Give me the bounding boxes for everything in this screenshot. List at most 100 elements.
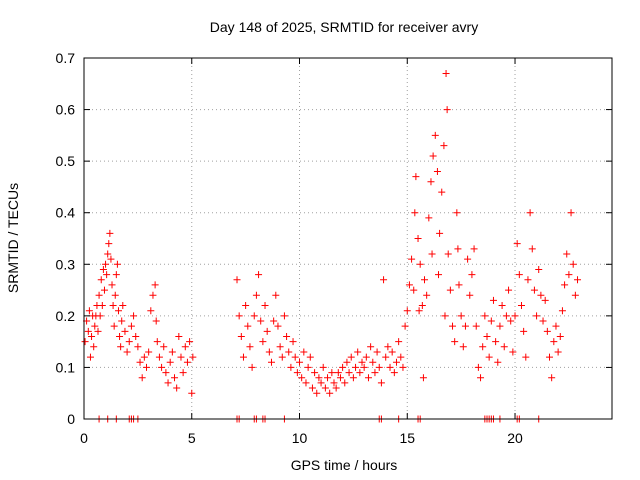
data-point-plus [94,327,102,335]
data-point-plus [151,281,159,289]
data-point-plus [189,353,197,361]
data-point-plus [272,291,280,299]
data-point-plus [155,353,163,361]
data-point-plus [332,384,340,392]
data-point-plus [455,281,463,289]
data-point-plus [444,250,452,258]
y-tick-label: 0.4 [56,205,76,221]
data-point-plus [313,389,321,397]
data-point-plus [339,363,347,371]
data-point-plus [328,369,336,377]
data-point-plus [442,69,450,77]
data-point-plus [500,343,508,351]
data-point-plus [411,209,419,217]
data-point-plus [349,374,357,382]
data-point-plus [567,209,575,217]
data-point-plus [554,348,562,356]
data-point-plus [263,327,271,335]
data-point-plus [345,369,353,377]
data-point-plus [528,245,536,253]
data-point-plus [371,369,379,377]
data-point-plus [289,338,297,346]
data-point-plus [127,322,135,330]
y-tick-label: 0 [67,411,75,427]
data-point-plus [360,363,368,371]
data-point-plus [515,271,523,279]
data-point-plus [306,353,314,361]
data-point-plus [308,384,316,392]
data-point-plus [235,312,243,320]
data-point-plus [369,358,377,366]
data-point-plus [85,307,93,315]
data-point-plus [472,322,480,330]
data-point-plus [95,291,103,299]
data-point-plus [283,332,291,340]
data-point-plus [522,353,530,361]
data-point-plus [300,348,308,356]
data-point-plus [105,240,113,248]
data-point-plus [459,343,467,351]
data-point-plus [237,332,245,340]
data-point-plus [384,343,392,351]
data-point-plus [147,307,155,315]
x-tick-label: 0 [80,430,88,446]
data-point-plus [293,369,301,377]
data-point-plus [485,353,493,361]
data-point-plus [123,348,131,356]
data-point-plus [556,332,564,340]
data-point-plus [96,312,104,320]
data-point-plus [142,363,150,371]
data-point-plus [341,379,349,387]
data-point-plus [317,379,325,387]
data-point-plus [248,363,256,371]
data-point-plus [175,332,183,340]
data-point-plus [188,389,196,397]
data-point-plus [257,317,265,325]
data-point-plus [244,322,252,330]
data-point-plus [278,353,286,361]
data-point-plus [474,363,482,371]
chart-title: Day 148 of 2025, SRMTID for receiver avr… [210,19,478,35]
data-point-plus [136,358,144,366]
data-point-plus [412,173,420,181]
data-point-plus [399,363,407,371]
data-point-plus [481,312,489,320]
data-point-plus [164,379,172,387]
data-point-plus [454,245,462,253]
data-point-plus [116,332,124,340]
data-point-plus [541,296,549,304]
data-point-plus [132,332,140,340]
x-tick-label: 5 [188,430,196,446]
data-point-plus [552,322,560,330]
data-point-plus [446,286,454,294]
data-point-plus [119,302,127,310]
data-point-plus [114,307,122,315]
data-point-plus [334,369,342,377]
data-point-plus [443,106,451,114]
data-point-plus [168,348,176,356]
data-point-plus [270,317,278,325]
data-point-plus [149,291,157,299]
data-point-plus [261,302,269,310]
data-point-plus [321,384,329,392]
data-point-plus [489,296,497,304]
data-point-plus [287,363,295,371]
data-point-plus [453,209,461,217]
data-point-plus [423,291,431,299]
data-point-plus [343,358,351,366]
data-point-plus [106,229,114,237]
data-point-plus [509,348,517,356]
data-point-plus [546,353,554,361]
data-point-plus [100,286,108,294]
data-point-plus [296,358,304,366]
data-point-plus [377,379,385,387]
data-point-plus [171,374,179,382]
data-point-plus [511,312,519,320]
data-point-plus [364,374,372,382]
data-point-plus [336,374,344,382]
data-point-plus [354,348,362,356]
data-point-plus [160,343,168,351]
data-point-plus [395,338,403,346]
grid-layer [84,58,612,419]
